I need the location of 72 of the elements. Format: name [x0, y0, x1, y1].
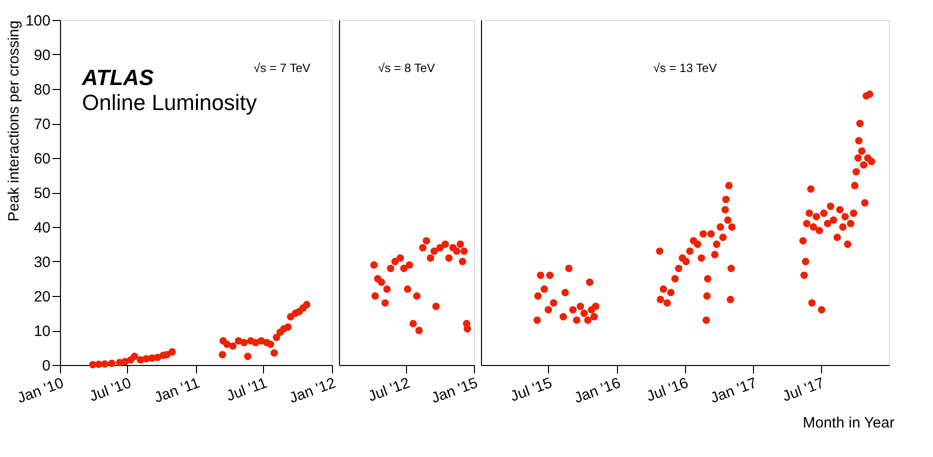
- x-tick-label: Jul '17: [780, 374, 826, 406]
- x-tick-label: Jul '16: [644, 374, 691, 406]
- point: [430, 247, 438, 255]
- point: [404, 285, 412, 293]
- point: [130, 352, 138, 360]
- x-tick-label: Jul '12: [366, 374, 412, 406]
- point: [381, 299, 389, 307]
- point: [302, 300, 310, 308]
- x-tick-label: Jul '10: [87, 374, 134, 406]
- point: [244, 352, 252, 360]
- x-tick-label: Jan '16: [572, 374, 623, 407]
- x-axis-title: Month in Year: [802, 414, 894, 432]
- y-tick-label: 70: [34, 116, 50, 133]
- x-tick-label: Jul '15: [508, 374, 554, 406]
- point: [266, 340, 274, 348]
- x-tick-label: Jan '11: [152, 374, 202, 407]
- point: [456, 240, 464, 248]
- point: [272, 334, 280, 342]
- y-tick-label: 90: [34, 47, 50, 64]
- x-tick-label: Jan '15: [429, 374, 480, 407]
- point: [460, 247, 468, 255]
- y-tick-label: 20: [34, 288, 50, 306]
- annotation: ATLAS: [81, 65, 154, 90]
- point: [378, 278, 386, 286]
- annotation: √s = 8 TeV: [378, 61, 435, 75]
- point: [229, 342, 237, 350]
- point: [223, 340, 231, 348]
- point: [445, 254, 453, 262]
- point: [370, 261, 378, 269]
- point: [218, 350, 226, 358]
- y-tick-label: 100: [25, 12, 50, 30]
- point: [284, 323, 292, 331]
- point: [406, 261, 414, 269]
- annotation: √s = 13 TeV: [653, 61, 717, 75]
- point: [458, 258, 466, 266]
- point: [409, 320, 417, 328]
- point: [442, 240, 449, 248]
- point: [168, 348, 176, 356]
- y-tick-label: 80: [34, 82, 50, 98]
- point: [391, 258, 399, 266]
- point: [270, 349, 278, 357]
- point: [426, 254, 434, 262]
- y-axis-title: Peak interactions per crossing: [5, 20, 22, 222]
- point: [413, 292, 421, 300]
- point: [396, 254, 404, 262]
- point: [400, 264, 408, 272]
- point: [452, 247, 460, 255]
- x-tick-label: Jul '11: [224, 374, 270, 405]
- point: [101, 360, 108, 368]
- point: [464, 325, 472, 332]
- point: [432, 302, 440, 310]
- point: [371, 292, 379, 300]
- y-tick-label: 50: [34, 185, 50, 202]
- point: [286, 313, 294, 320]
- point: [436, 244, 444, 252]
- y-tick-label: 0: [42, 358, 50, 374]
- y-tick-label: 40: [34, 220, 50, 236]
- y-tick-label: 30: [34, 254, 50, 271]
- point: [386, 264, 394, 272]
- point: [415, 326, 423, 334]
- y-tick-label: 10: [34, 323, 50, 340]
- point: [419, 244, 426, 252]
- annotation: Online Luminosity: [82, 90, 257, 115]
- point: [383, 285, 391, 293]
- point: [240, 338, 248, 346]
- point: [108, 360, 116, 367]
- point: [422, 237, 430, 244]
- x-tick-label: Jan '12: [287, 374, 338, 407]
- annotation: √s = 7 TeV: [254, 61, 310, 75]
- x-tick-label: Jan '17: [708, 374, 760, 407]
- y-tick-label: 60: [34, 150, 50, 168]
- x-tick-label: Jan '10: [15, 374, 66, 407]
